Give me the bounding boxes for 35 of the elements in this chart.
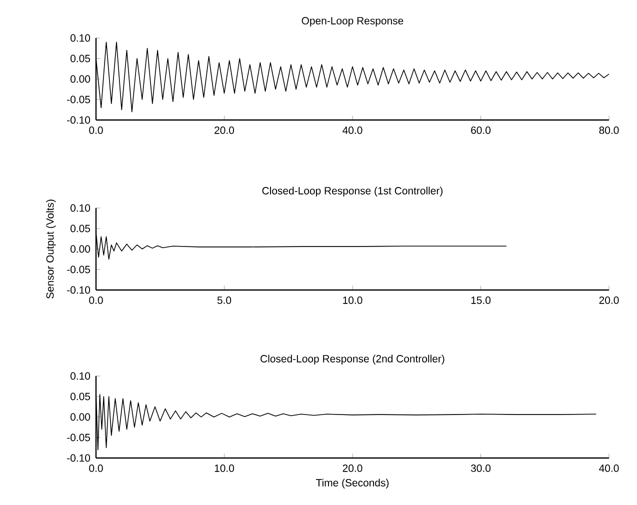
y-tick-label: -0.10 (67, 116, 90, 124)
x-axis-title: Time (Seconds) (316, 478, 389, 489)
y-tick-label: -0.05 (67, 266, 90, 274)
chart-title: Closed-Loop Response (1st Controller) (262, 186, 443, 196)
x-tick-label: 40.0 (342, 126, 362, 134)
x-tick-label: 5.0 (217, 296, 232, 304)
x-tick-label: 0.0 (89, 126, 103, 134)
y-tick-label: -0.10 (67, 454, 90, 462)
x-tick-label: 0.0 (89, 296, 103, 304)
y-tick-label: 0.05 (70, 54, 90, 62)
x-tick-label: 20.0 (599, 296, 619, 304)
x-tick-label: 10.0 (214, 464, 234, 472)
x-tick-label: 40.0 (599, 464, 619, 472)
y-tick-label: -0.05 (67, 434, 90, 442)
y-tick-label: 0.00 (70, 413, 90, 421)
x-tick-label: 60.0 (471, 126, 491, 134)
y-tick-label: 0.00 (70, 245, 90, 253)
x-tick-label: 15.0 (471, 296, 491, 304)
y-tick-label: 0.10 (70, 34, 90, 42)
y-axis-title: Sensor Output (Volts) (46, 200, 56, 299)
y-tick-label: 0.00 (70, 75, 90, 83)
x-tick-label: 30.0 (470, 464, 491, 472)
y-tick-label: 0.10 (70, 372, 90, 380)
x-tick-label: 10.0 (343, 296, 362, 304)
chart-title: Open-Loop Response (302, 17, 404, 26)
x-tick-label: 20.0 (342, 464, 362, 472)
y-tick-label: 0.05 (70, 392, 90, 400)
y-tick-label: 0.05 (70, 224, 90, 232)
chart-title: Closed-Loop Response (2nd Controller) (260, 354, 444, 365)
y-tick-label: -0.05 (67, 96, 90, 104)
y-tick-label: 0.10 (70, 204, 90, 212)
x-tick-label: 20.0 (214, 126, 234, 134)
y-tick-label: -0.10 (67, 286, 90, 294)
x-tick-label: 80.0 (599, 126, 619, 134)
x-tick-label: 0.0 (89, 464, 103, 472)
